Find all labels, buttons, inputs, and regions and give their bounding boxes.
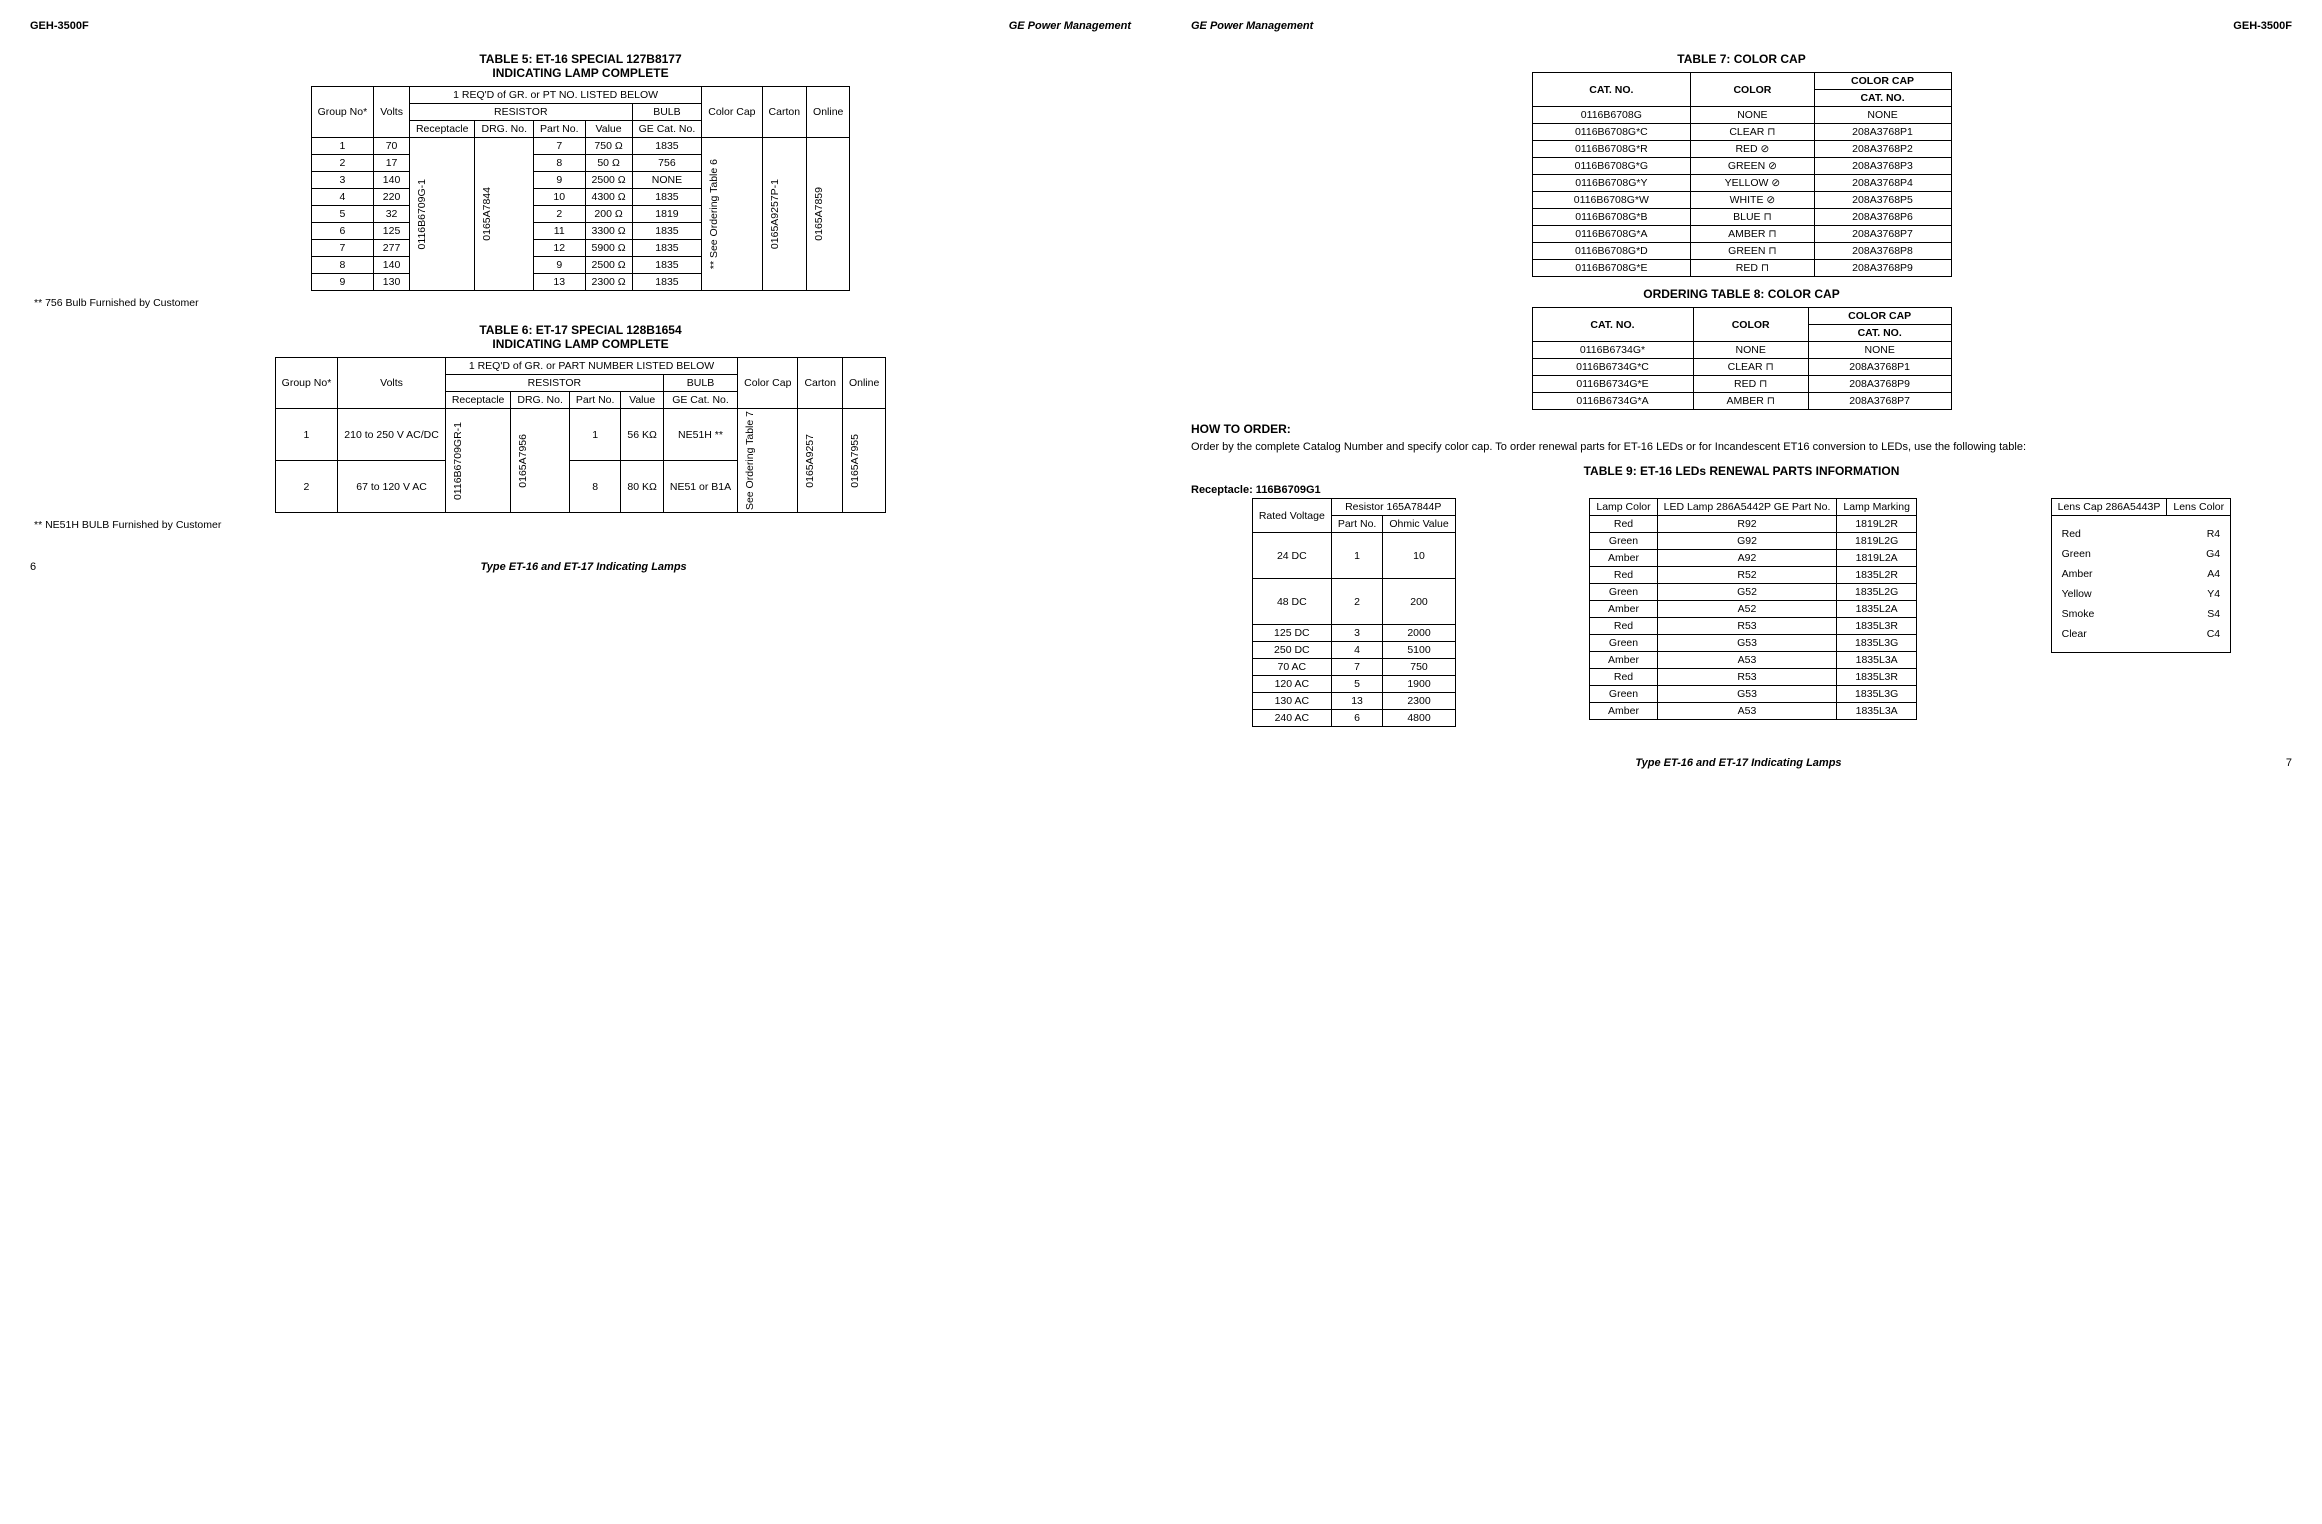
table6-title: TABLE 6: ET-17 SPECIAL 128B1654 INDICATI…: [30, 323, 1131, 351]
table5-title: TABLE 5: ET-16 SPECIAL 127B8177 INDICATI…: [30, 52, 1131, 80]
table-row: RedR531835L3R: [1590, 618, 1917, 635]
table-row: 0116B6708G*WWHITE ⊘208A3768P5: [1532, 192, 1951, 209]
table-row: 0116B6708GNONENONE: [1532, 107, 1951, 124]
table6-note: ** NE51H BULB Furnished by Customer: [34, 519, 1131, 531]
table-row: 125 DC32000: [1252, 625, 1455, 642]
table-row: 0116B6708G*DGREEN ⊓208A3768P8: [1532, 243, 1951, 260]
table-row: RedR531835L3R: [1590, 669, 1917, 686]
table-row: 0116B6734G*NONENONE: [1532, 342, 1951, 359]
table-row: 130 AC132300: [1252, 693, 1455, 710]
table-row: GreenG521835L2G: [1590, 584, 1917, 601]
left-page: GEH-3500F GE Power Management TABLE 5: E…: [30, 20, 1131, 769]
table-row: AmberA531835L3A: [1590, 703, 1917, 720]
table5-note: ** 756 Bulb Furnished by Customer: [34, 297, 1131, 309]
table-row: AmberA531835L3A: [1590, 652, 1917, 669]
table-row: AmberA521835L2A: [1590, 601, 1917, 618]
doc-id: GEH-3500F: [30, 20, 89, 32]
table-row: 0116B6734G*CCLEAR ⊓208A3768P1: [1532, 359, 1951, 376]
header: GE Power Management GEH-3500F: [1191, 20, 2292, 32]
footer-right: Type ET-16 and ET-17 Indicating Lamps 7: [1191, 757, 2292, 769]
table-row: AmberA921819L2A: [1590, 550, 1917, 567]
table9-group: Rated Voltage Resistor 165A7844P Part No…: [1191, 498, 2292, 727]
table7-title: TABLE 7: COLOR CAP: [1191, 52, 2292, 66]
table-row: GreenG531835L3G: [1590, 635, 1917, 652]
table-row: 0116B6708G*ERED ⊓208A3768P9: [1532, 260, 1951, 277]
table-row: RedR4GreenG4AmberA4YellowY4SmokeS4ClearC…: [2051, 516, 2231, 653]
right-page: GE Power Management GEH-3500F TABLE 7: C…: [1191, 20, 2292, 769]
company: GE Power Management: [1009, 20, 1131, 32]
table5: Group No* Volts 1 REQ'D of GR. or PT NO.…: [311, 86, 851, 291]
table-row: 1700116B6709G-10165A78447750 Ω1835** See…: [311, 138, 850, 155]
table-row: 0116B6734G*AAMBER ⊓208A3768P7: [1532, 393, 1951, 410]
table-row: 120 AC51900: [1252, 676, 1455, 693]
table-row: 1210 to 250 V AC/DC0116B6709GR-10165A795…: [275, 409, 886, 461]
how-to-order-head: HOW TO ORDER:: [1191, 422, 2292, 436]
table6: Group No* Volts 1 REQ'D of GR. or PART N…: [275, 357, 887, 513]
doc-id: GEH-3500F: [2233, 20, 2292, 32]
table9-t3: Lens Cap 286A5443P Lens Color RedR4Green…: [2051, 498, 2232, 653]
table-row: 48 DC2200: [1252, 579, 1455, 625]
table-row: 24 DC110: [1252, 533, 1455, 579]
table-row: 0116B6734G*ERED ⊓208A3768P9: [1532, 376, 1951, 393]
how-to-order-body: Order by the complete Catalog Number and…: [1191, 440, 2292, 454]
company: GE Power Management: [1191, 20, 1313, 32]
header: GEH-3500F GE Power Management: [30, 20, 1131, 32]
table-row: 0116B6708G*RRED ⊘208A3768P2: [1532, 141, 1951, 158]
table-row: 0116B6708G*CCLEAR ⊓208A3768P1: [1532, 124, 1951, 141]
table9-t2: Lamp Color LED Lamp 286A5442P GE Part No…: [1589, 498, 1917, 720]
table9-t1: Rated Voltage Resistor 165A7844P Part No…: [1252, 498, 1456, 727]
footer-left: 6 Type ET-16 and ET-17 Indicating Lamps: [30, 561, 1131, 573]
table-row: 0116B6708G*AAMBER ⊓208A3768P7: [1532, 226, 1951, 243]
table-row: 0116B6708G*BBLUE ⊓208A3768P6: [1532, 209, 1951, 226]
table-row: GreenG921819L2G: [1590, 533, 1917, 550]
table-row: 0116B6708G*GGREEN ⊘208A3768P3: [1532, 158, 1951, 175]
table-row: 70 AC7750: [1252, 659, 1455, 676]
table-row: 0116B6708G*YYELLOW ⊘208A3768P4: [1532, 175, 1951, 192]
table9-title: TABLE 9: ET-16 LEDs RENEWAL PARTS INFORM…: [1191, 464, 2292, 478]
table-row: RedR921819L2R: [1590, 516, 1917, 533]
table8: CAT. NO. COLOR COLOR CAP CAT. NO. 0116B6…: [1532, 307, 1952, 410]
receptacle-label: Receptacle: 116B6709G1: [1191, 484, 2292, 496]
table7: CAT. NO. COLOR COLOR CAP CAT. NO. 0116B6…: [1532, 72, 1952, 277]
table-row: 240 AC64800: [1252, 710, 1455, 727]
table-row: GreenG531835L3G: [1590, 686, 1917, 703]
table-row: RedR521835L2R: [1590, 567, 1917, 584]
table8-title: ORDERING TABLE 8: COLOR CAP: [1191, 287, 2292, 301]
table-row: 250 DC45100: [1252, 642, 1455, 659]
